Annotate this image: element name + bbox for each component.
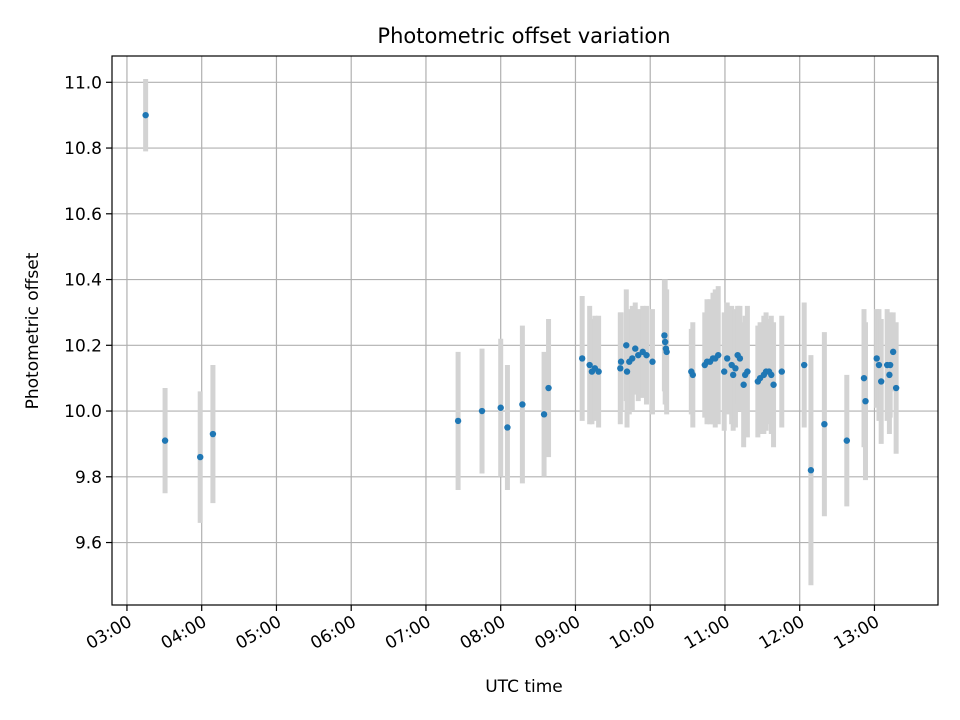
x-tick-label: 04:00 <box>158 612 210 654</box>
x-tick-label: 10:00 <box>606 612 658 654</box>
y-tick-label: 10.0 <box>64 402 102 422</box>
data-point <box>635 351 642 359</box>
data-points <box>142 111 900 474</box>
data-point <box>886 361 894 369</box>
data-point <box>623 342 630 349</box>
x-tick-label: 06:00 <box>307 612 359 654</box>
axes-frame <box>111 55 939 606</box>
x-tick-label: 09:00 <box>532 612 584 654</box>
data-point <box>545 384 552 392</box>
chart-title: Photometric offset variation <box>377 24 670 48</box>
data-point <box>578 355 586 362</box>
y-tick-label: 10.2 <box>64 336 102 356</box>
y-tick-label: 10.6 <box>64 205 102 225</box>
data-point <box>161 437 169 444</box>
data-point <box>478 407 486 415</box>
y-tick-label: 11.0 <box>64 73 102 93</box>
data-point <box>617 365 624 372</box>
data-point <box>821 420 828 428</box>
y-axis-label: Photometric offset <box>23 252 43 409</box>
data-point <box>740 381 747 388</box>
x-tick-label: 08:00 <box>457 612 509 654</box>
y-tick-label: 10.8 <box>64 139 102 159</box>
data-point <box>886 371 893 379</box>
data-point <box>540 411 548 418</box>
y-tick-label: 10.4 <box>64 271 102 291</box>
x-tick-label: 11:00 <box>681 612 733 654</box>
x-axis-ticks: 03:00 04:00 05:00 06:00 07:00 08:00 09:00 10:00… <box>83 605 883 654</box>
data-point <box>721 368 728 375</box>
data-point <box>586 361 593 369</box>
data-point <box>732 365 739 372</box>
data-point <box>768 371 775 379</box>
data-point <box>843 437 851 444</box>
data-point <box>663 348 670 356</box>
data-point <box>519 401 526 408</box>
grid-lines <box>112 56 938 605</box>
data-point <box>504 424 511 431</box>
data-point <box>889 348 897 356</box>
x-tick-label: 05:00 <box>233 612 285 654</box>
data-point <box>736 355 744 362</box>
data-point <box>729 371 737 379</box>
data-point <box>649 358 656 365</box>
x-tick-label: 03:00 <box>83 612 135 654</box>
data-point <box>877 378 885 385</box>
data-point <box>800 361 808 369</box>
data-point <box>770 381 777 388</box>
x-tick-label: 12:00 <box>756 612 808 654</box>
y-tick-label: 9.6 <box>75 534 102 554</box>
data-point <box>661 332 668 339</box>
data-point <box>197 453 204 461</box>
data-point <box>632 345 639 352</box>
data-point <box>595 368 602 375</box>
data-point <box>623 368 631 375</box>
data-point <box>744 368 751 375</box>
data-point <box>643 351 650 359</box>
x-axis-label: UTC time <box>485 677 563 697</box>
data-point <box>661 338 669 346</box>
data-point <box>778 368 785 375</box>
data-point <box>689 371 697 379</box>
data-point <box>629 355 636 362</box>
data-point <box>617 358 625 365</box>
data-point <box>862 397 869 405</box>
data-point <box>860 374 868 382</box>
y-axis-ticks: 9.6 9.8 10.0 10.2 10.4 10.6 10.8 11.0 <box>64 73 112 554</box>
data-point <box>715 351 722 359</box>
y-tick-label: 9.8 <box>75 468 102 488</box>
data-point <box>454 417 462 425</box>
data-point <box>875 361 883 369</box>
data-point <box>142 111 149 119</box>
data-point <box>497 404 504 411</box>
data-point <box>807 467 815 474</box>
data-point <box>724 355 731 362</box>
data-point <box>209 430 217 438</box>
data-point <box>873 355 880 362</box>
error-bars <box>143 79 899 586</box>
x-tick-label: 13:00 <box>831 612 883 654</box>
x-tick-label: 07:00 <box>382 612 434 654</box>
data-point <box>892 384 900 392</box>
